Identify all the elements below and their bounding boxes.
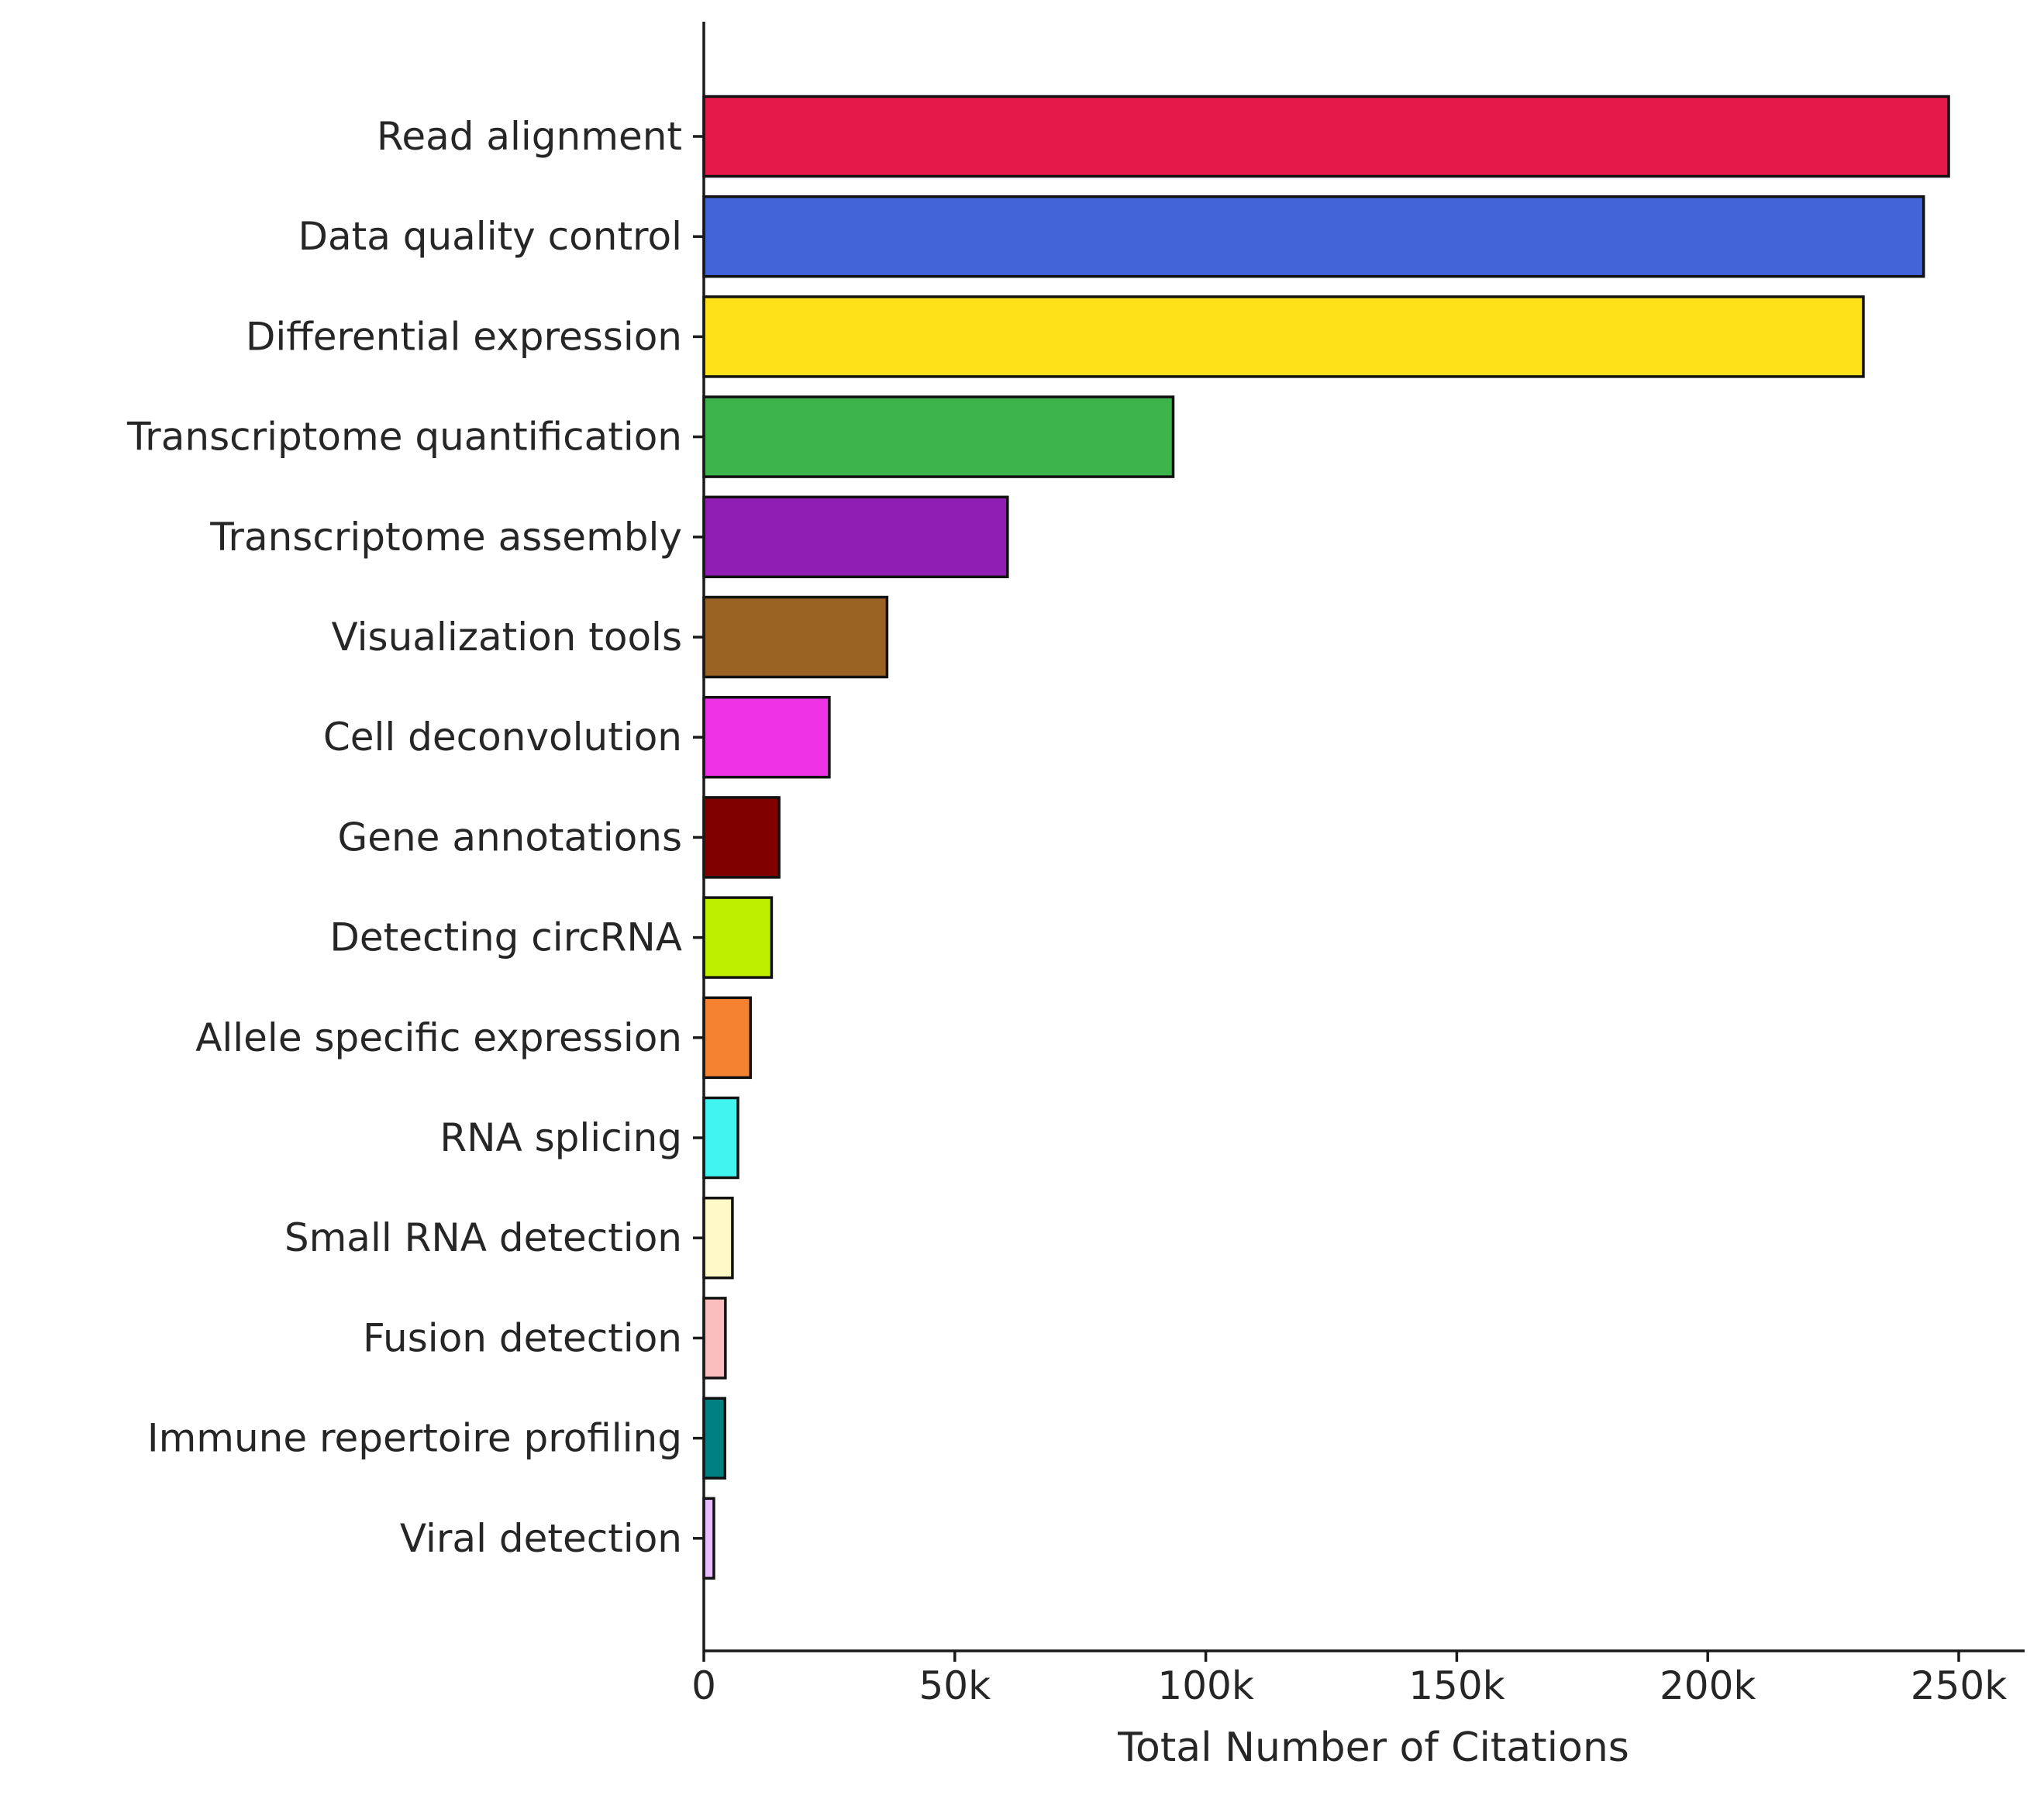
bar-12 xyxy=(702,1297,727,1380)
bar-5 xyxy=(702,595,889,679)
bar-8 xyxy=(702,896,774,979)
x-tick-label: 50k xyxy=(919,1663,991,1708)
y-tick-label: Visualization tools xyxy=(332,615,682,660)
x-tick-label: 0 xyxy=(691,1663,716,1708)
bar-10 xyxy=(702,1096,739,1180)
y-tick-label: Detecting circRNA xyxy=(329,915,682,960)
bar-6 xyxy=(702,695,831,779)
x-tick-label: 150k xyxy=(1408,1663,1505,1708)
x-ticks: 0 50k 100k 150k 200k 250k xyxy=(691,1651,2007,1708)
y-tick-label: Differential expression xyxy=(246,314,682,359)
y-tick-label: Read alignment xyxy=(377,114,682,159)
y-tick-label: Transcriptome quantification xyxy=(126,415,682,460)
y-tick-label: Viral detection xyxy=(400,1516,682,1561)
bar-1 xyxy=(702,195,1925,278)
x-axis-title: Total Number of Citations xyxy=(1117,1725,1629,1771)
x-tick-label: 250k xyxy=(1911,1663,2007,1708)
y-tick-label: Small RNA detection xyxy=(284,1215,682,1260)
y-tick-label: Gene annotations xyxy=(337,815,682,860)
bar-3 xyxy=(702,395,1175,478)
x-tick-label: 100k xyxy=(1157,1663,1253,1708)
y-tick-label: Immune repertoire profiling xyxy=(147,1416,682,1461)
x-tick-label: 200k xyxy=(1660,1663,1756,1708)
bar-2 xyxy=(702,295,1865,378)
bar-7 xyxy=(702,796,781,879)
bar-0 xyxy=(702,95,1950,178)
bar-14 xyxy=(702,1497,715,1580)
y-tick-label: Fusion detection xyxy=(363,1315,682,1360)
y-tick-labels: Read alignment Data quality control Differ… xyxy=(126,114,704,1561)
y-tick-label: Data quality control xyxy=(298,214,682,259)
bar-11 xyxy=(702,1196,734,1280)
y-tick-label: Allele specific expression xyxy=(195,1015,682,1060)
bar-13 xyxy=(702,1397,726,1480)
y-tick-label: Cell deconvolution xyxy=(323,715,682,760)
y-tick-label: Transcriptome assembly xyxy=(209,515,682,560)
bars-group xyxy=(702,95,1950,1580)
y-tick-label: RNA splicing xyxy=(439,1115,682,1160)
bar-4 xyxy=(702,495,1009,579)
bar-9 xyxy=(702,996,752,1080)
